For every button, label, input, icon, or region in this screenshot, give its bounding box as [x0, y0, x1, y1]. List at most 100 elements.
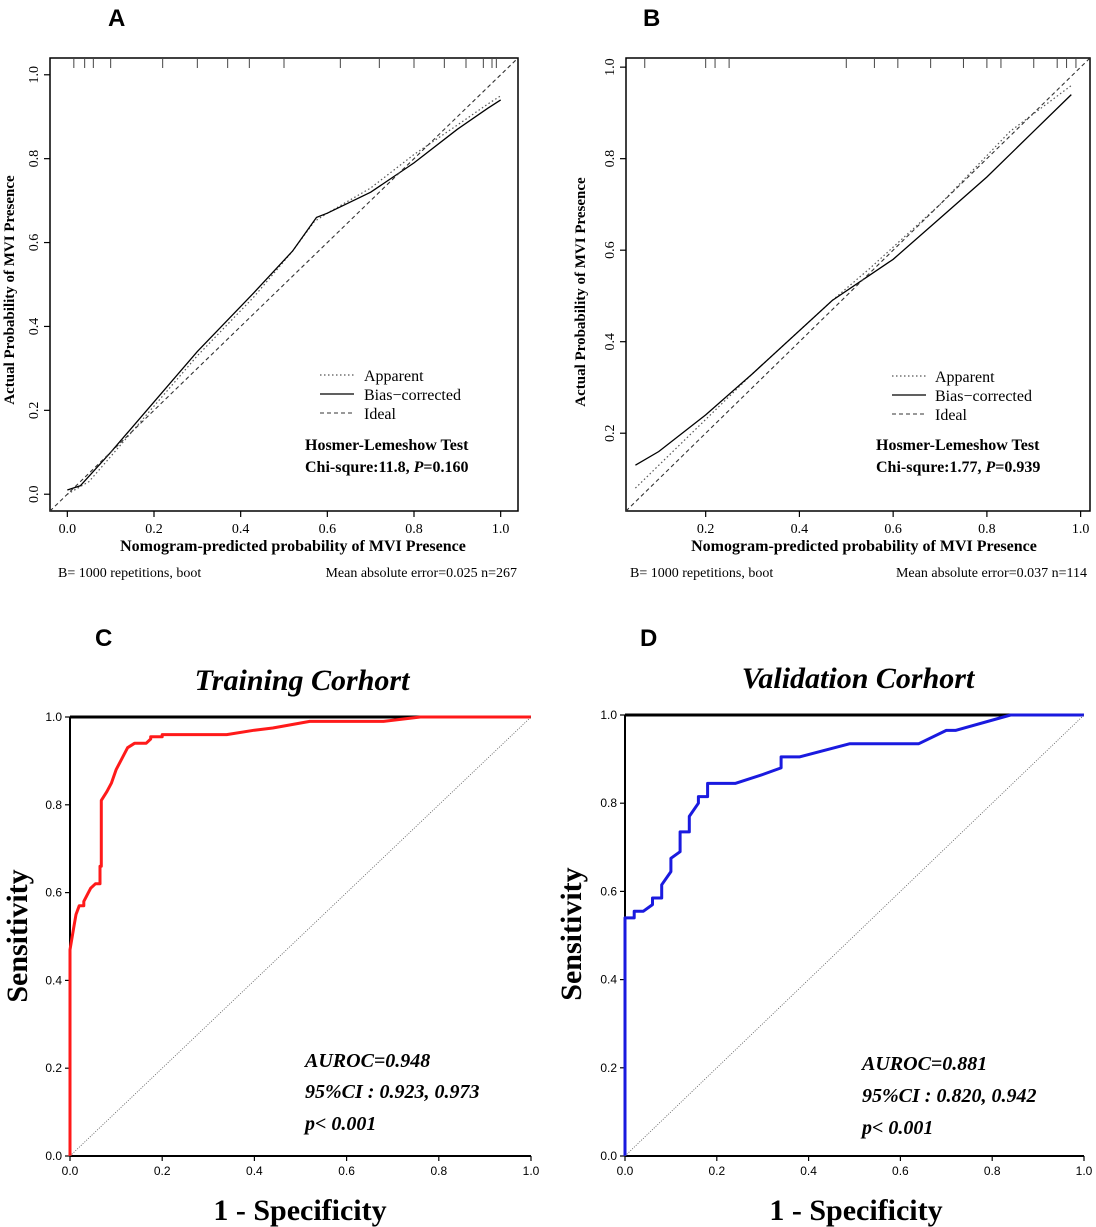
legend-ideal-label: Ideal — [364, 406, 397, 423]
y-axis-label: Sensitivity — [555, 867, 588, 1000]
calibration-plot-validation: B 0.2 0.4 0.6 0.8 1.0 0.2 0.4 0.6 0.8 1.0 Appare… — [573, 5, 1091, 581]
x-tick-label: 0.6 — [338, 1164, 355, 1178]
legend-bias-corrected-label: Bias−corrected — [364, 387, 461, 404]
chart-title: Training Corhort — [195, 664, 411, 697]
legend-apparent-label: Apparent — [935, 369, 995, 386]
y-tick-label: 1.0 — [27, 66, 42, 84]
y-tick-label: 1.0 — [45, 710, 62, 724]
y-tick-label: 0.2 — [603, 424, 618, 442]
hosmer-lemeshow-title: Hosmer-Lemeshow Test — [876, 437, 1040, 454]
x-axis-ticks: 0.0 0.2 0.4 0.6 0.8 1.0 — [62, 1156, 540, 1178]
y-axis-ticks: 0.0 0.2 0.4 0.6 0.8 1.0 — [27, 66, 50, 503]
chart-title: Validation Corhort — [742, 662, 976, 695]
y-axis-ticks: 0.0 0.2 0.4 0.6 0.8 1.0 — [45, 710, 70, 1163]
x-axis-label: Nomogram-predicted probability of MVI Pr… — [691, 538, 1037, 555]
x-tick-label: 0.2 — [697, 522, 715, 537]
p-value: p< 0.001 — [860, 1117, 933, 1139]
reference-diagonal — [624, 714, 1085, 1157]
y-tick-label: 0.0 — [27, 485, 42, 503]
roc-curve-training: C Training Corhort 0.0 0.2 0.4 0.6 0.8 1.0 0.… — [1, 625, 540, 1227]
legend-ideal-label: Ideal — [935, 407, 968, 424]
roc-curve — [68, 715, 531, 1156]
x-tick-label: 0.0 — [59, 522, 77, 537]
y-tick-label: 0.2 — [45, 1061, 62, 1075]
bias-corrected-line — [635, 94, 1072, 466]
reference-diagonal — [69, 716, 532, 1157]
y-tick-label: 1.0 — [603, 58, 618, 76]
legend: Apparent Bias−corrected Ideal — [320, 368, 461, 423]
footer-mean-absolute-error: Mean absolute error=0.025 n=267 — [325, 566, 517, 581]
x-tick-label: 0.2 — [154, 1164, 171, 1178]
x-tick-label: 1.0 — [1076, 1164, 1093, 1178]
calibration-lines — [625, 57, 1091, 512]
y-tick-label: 0.4 — [45, 973, 62, 987]
calibration-lines — [49, 57, 519, 512]
roc-lines — [623, 713, 1085, 1157]
y-tick-label: 0.2 — [27, 402, 42, 420]
x-tick-label: 0.6 — [319, 522, 337, 537]
y-tick-label: 0.6 — [27, 234, 42, 252]
x-tick-label: 0.8 — [405, 522, 423, 537]
x-tick-label: 0.4 — [246, 1164, 263, 1178]
confidence-interval: 95%CI : 0.923, 0.973 — [305, 1081, 479, 1103]
x-axis-label: 1 - Specificity — [769, 1194, 942, 1227]
y-tick-label: 0.6 — [600, 884, 617, 898]
y-tick-label: 0.8 — [600, 796, 617, 810]
hosmer-lemeshow-result: Chi-squre:1.77, P=0.939 — [876, 459, 1040, 476]
calibration-plot-training: A 0.0 0.2 0.4 0.6 0.8 1.0 0.00.20.40.60.81.0 … — [2, 5, 519, 581]
y-tick-label: 0.4 — [27, 318, 42, 336]
x-tick-label: 1.0 — [523, 1164, 540, 1178]
x-tick-label: 0.4 — [800, 1164, 817, 1178]
roc-curve-validation: D Validation Corhort 0.0 0.2 0.4 0.6 0.8 1.0 … — [555, 625, 1093, 1227]
y-tick-label: 0.2 — [600, 1061, 617, 1075]
x-tick-label: 0.4 — [791, 522, 809, 537]
y-axis-ticks: 0.2 0.4 0.6 0.8 1.0 — [603, 58, 626, 442]
hosmer-lemeshow-result: Chi-squre:11.8, P=0.160 — [305, 459, 469, 476]
footer-repetitions: B= 1000 repetitions, boot — [58, 566, 201, 581]
x-axis-label: 1 - Specificity — [213, 1194, 386, 1227]
ideal-line — [49, 57, 519, 512]
x-axis-ticks: 0.0 0.2 0.4 0.6 0.8 1.0 — [59, 511, 510, 537]
roc-lines — [68, 715, 532, 1157]
p-value: p< 0.001 — [303, 1113, 376, 1135]
y-tick-label: 0.4 — [603, 333, 618, 351]
x-tick-label: 0.6 — [884, 522, 902, 537]
legend: Apparent Bias−corrected Ideal — [892, 369, 1032, 424]
x-tick-label: 0.0 — [617, 1164, 634, 1178]
panel-letter: A — [108, 5, 125, 32]
x-tick-label: 0.8 — [978, 522, 996, 537]
rug-marks — [73, 58, 497, 68]
y-tick-label: 0.6 — [603, 241, 618, 259]
auroc-value: AUROC=0.948 — [303, 1050, 430, 1072]
apparent-line — [634, 85, 1072, 489]
x-tick-label: 1.0 — [1072, 522, 1090, 537]
y-tick-label: 0.0 — [45, 1149, 62, 1163]
bias-corrected-line — [67, 99, 502, 491]
apparent-line — [66, 95, 502, 495]
hosmer-lemeshow-title: Hosmer-Lemeshow Test — [305, 437, 469, 454]
panel-letter: D — [640, 625, 657, 652]
legend-bias-corrected-label: Bias−corrected — [935, 388, 1032, 405]
footer-mean-absolute-error: Mean absolute error=0.037 n=114 — [896, 566, 1087, 581]
legend-apparent-label: Apparent — [364, 368, 424, 385]
ideal-line — [625, 57, 1091, 512]
rug-marks — [644, 58, 1077, 68]
y-tick-label: 0.0 — [600, 1149, 617, 1163]
x-tick-label: 1.0 — [492, 522, 510, 537]
y-tick-label: 0.8 — [603, 150, 618, 168]
plot-frame — [625, 57, 1091, 512]
y-axis-label: Sensitivity — [1, 869, 34, 1002]
x-tick-label: 0.0 — [62, 1164, 79, 1178]
panel-letter: B — [643, 5, 660, 32]
y-tick-label: 1.0 — [600, 708, 617, 722]
y-tick-label: 0.8 — [27, 150, 42, 168]
y-axis-ticks: 0.0 0.2 0.4 0.6 0.8 1.0 — [600, 708, 625, 1163]
x-axis-label: Nomogram-predicted probability of MVI Pr… — [120, 538, 466, 555]
footer-repetitions: B= 1000 repetitions, boot — [630, 566, 773, 581]
y-tick-label: 0.8 — [45, 798, 62, 812]
panel-letter: C — [95, 625, 112, 652]
x-tick-label: 0.2 — [708, 1164, 725, 1178]
y-axis-label: Actual Probability of MVI Presence — [573, 177, 589, 407]
x-axis-ticks: 0.0 0.2 0.4 0.6 0.8 1.0 — [617, 1156, 1093, 1178]
